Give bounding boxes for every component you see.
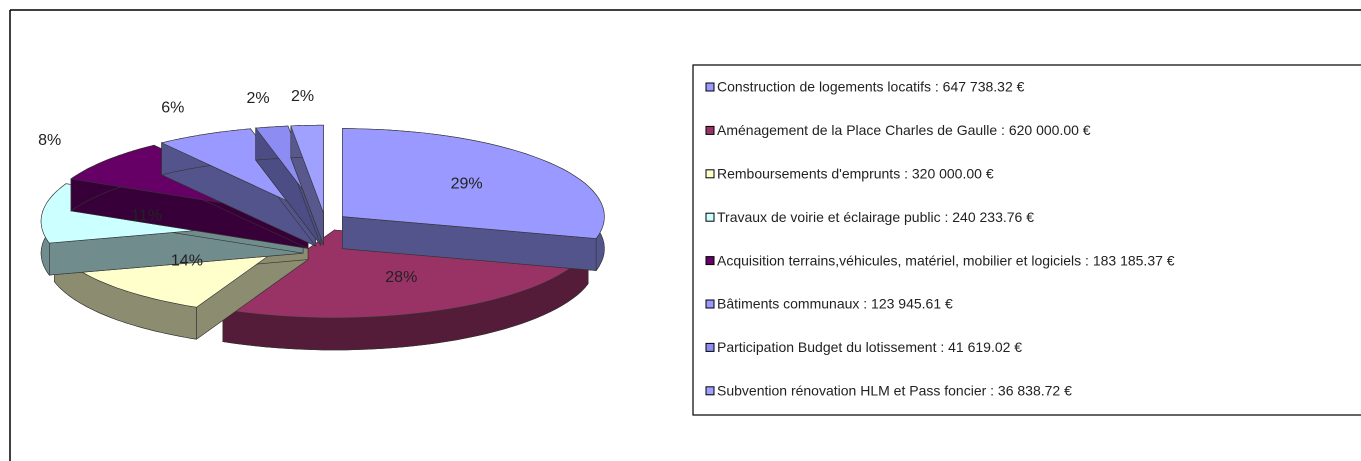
legend-swatch [705, 212, 715, 222]
pie-slice [342, 128, 605, 272]
legend-box [692, 64, 1361, 416]
data-label: 14% [171, 252, 203, 269]
legend-label: Remboursements d'emprunts : 320 000.00 € [717, 166, 994, 182]
slice-top [160, 128, 316, 215]
legend-label: Subvention rénovation HLM et Pass foncie… [717, 383, 1072, 399]
legend-label: Travaux de voirie et éclairage public : … [717, 209, 1034, 225]
legend-swatch [705, 342, 715, 352]
legend-swatch [705, 169, 715, 179]
data-label: 28% [385, 269, 417, 286]
legend-label: Aménagement de la Place Charles de Gaull… [717, 122, 1091, 138]
data-label: 11% [131, 207, 162, 224]
pie-slice [290, 124, 324, 246]
data-label: 8% [38, 132, 61, 149]
slice-top [290, 124, 324, 214]
legend-swatch [705, 256, 715, 266]
legend-swatch [705, 386, 715, 396]
data-label: 29% [451, 175, 483, 192]
legend-swatch [705, 299, 715, 309]
data-label: 2% [246, 90, 269, 107]
legend-label: Construction de logements locatifs : 647… [717, 79, 1025, 95]
slice-top [342, 128, 605, 239]
legend-swatch [705, 125, 715, 135]
legend-label: Participation Budget du lotissement : 41… [717, 339, 1022, 355]
data-label: 2% [291, 88, 314, 105]
data-label: 6% [161, 99, 184, 116]
legend-label: Bâtiments communaux : 123 945.61 € [717, 296, 953, 312]
legend-swatch [705, 82, 715, 92]
legend-label: Acquisition terrains,véhicules, matériel… [717, 252, 1175, 268]
